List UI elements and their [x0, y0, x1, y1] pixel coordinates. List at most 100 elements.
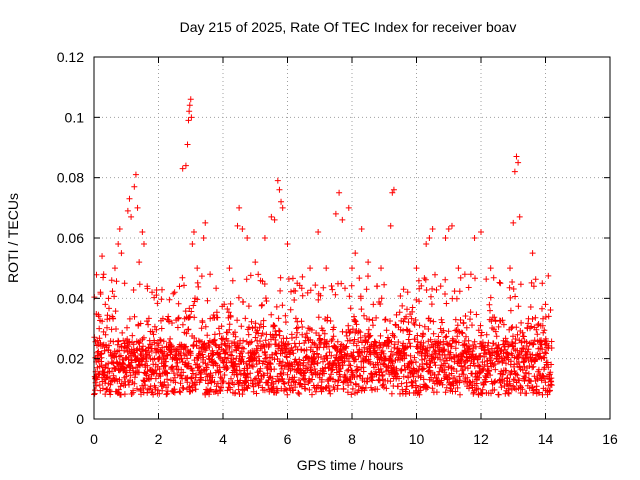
- x-tick-label: 4: [219, 431, 227, 447]
- data-point: [507, 265, 514, 272]
- data-point: [190, 228, 197, 235]
- data-point: [497, 280, 504, 287]
- data-point: [345, 204, 352, 211]
- data-point: [278, 198, 285, 205]
- data-point: [179, 165, 186, 172]
- data-point: [118, 250, 125, 257]
- data-point: [461, 271, 468, 278]
- data-point: [332, 210, 339, 217]
- data-point: [487, 265, 494, 272]
- data-point: [390, 186, 397, 193]
- data-point: [124, 207, 131, 214]
- data-point: [529, 250, 536, 257]
- data-point: [182, 162, 189, 169]
- data-point: [100, 271, 107, 278]
- y-tick-label: 0.08: [57, 170, 84, 186]
- data-point: [271, 216, 278, 223]
- data-point: [336, 189, 343, 196]
- data-point: [323, 265, 330, 272]
- data-point: [276, 186, 283, 193]
- data-point: [105, 295, 112, 302]
- data-point: [413, 265, 420, 272]
- data-point: [352, 250, 359, 257]
- data-point: [539, 280, 546, 287]
- data-point: [339, 216, 346, 223]
- y-axis-label: ROTI / TECUs: [5, 193, 21, 283]
- data-point: [400, 286, 407, 293]
- data-point: [448, 222, 455, 229]
- data-point: [194, 265, 201, 272]
- data-point: [389, 189, 396, 196]
- data-point: [261, 235, 268, 241]
- data-point: [140, 241, 147, 248]
- data-point: [234, 222, 241, 229]
- data-point: [542, 301, 549, 308]
- data-point: [442, 235, 449, 241]
- data-point: [200, 235, 207, 241]
- data-point: [184, 141, 191, 148]
- data-point: [121, 280, 128, 287]
- x-tick-label: 12: [473, 431, 489, 447]
- data-point: [268, 213, 275, 220]
- data-point: [102, 301, 109, 308]
- data-point: [307, 265, 314, 272]
- data-point: [128, 213, 135, 220]
- axis-ticks: 0 2 4 6 8 10 12 14 16 0 0.02 0.04 0.06 0.08 0.1 0.12: [57, 49, 618, 447]
- y-tick-label: 0.06: [57, 230, 84, 246]
- y-tick-label: 0.02: [57, 351, 84, 367]
- data-point: [471, 235, 478, 241]
- data-point: [132, 171, 139, 178]
- data-point: [186, 108, 193, 115]
- data-point: [378, 265, 385, 272]
- data-point: [187, 96, 194, 103]
- data-point: [315, 228, 322, 235]
- data-point: [429, 225, 436, 232]
- data-point: [510, 219, 517, 226]
- data-point: [426, 235, 433, 241]
- data-point: [349, 265, 355, 272]
- data-point: [185, 117, 192, 124]
- data-point: [387, 222, 394, 229]
- data-point: [202, 219, 209, 226]
- y-tick-label: 0.04: [57, 290, 84, 306]
- data-point: [116, 225, 123, 232]
- data-point: [158, 325, 165, 332]
- data-point: [239, 225, 246, 232]
- data-point: [99, 253, 106, 260]
- data-point: [226, 265, 233, 272]
- x-axis-label: GPS time / hours: [297, 457, 404, 473]
- data-point: [139, 228, 146, 235]
- x-tick-label: 6: [284, 431, 292, 447]
- data-point: [358, 225, 365, 232]
- data-point: [207, 271, 214, 278]
- data-point: [274, 177, 281, 184]
- y-tick-label: 0.1: [65, 109, 85, 125]
- data-point: [134, 204, 141, 211]
- y-tick-label: 0: [76, 411, 84, 427]
- data-point: [136, 259, 143, 266]
- data-point: [188, 114, 195, 121]
- x-tick-label: 16: [602, 431, 618, 447]
- data-point: [108, 277, 115, 284]
- y-tick-label: 0.12: [57, 49, 84, 65]
- data-point: [126, 195, 133, 202]
- grid-lines: [94, 57, 610, 419]
- x-tick-label: 0: [90, 431, 98, 447]
- data-point: [149, 289, 156, 296]
- scatter-points: [91, 96, 555, 398]
- data-point: [131, 183, 138, 190]
- data-point: [189, 241, 196, 248]
- data-point: [186, 102, 193, 109]
- data-point: [511, 168, 518, 175]
- data-point: [516, 213, 523, 220]
- data-point: [252, 259, 259, 266]
- data-point: [236, 204, 243, 211]
- data-point: [111, 265, 118, 272]
- data-point: [423, 241, 430, 248]
- data-point: [445, 225, 452, 232]
- data-point: [455, 265, 462, 272]
- data-point: [513, 153, 520, 160]
- data-point: [515, 159, 522, 166]
